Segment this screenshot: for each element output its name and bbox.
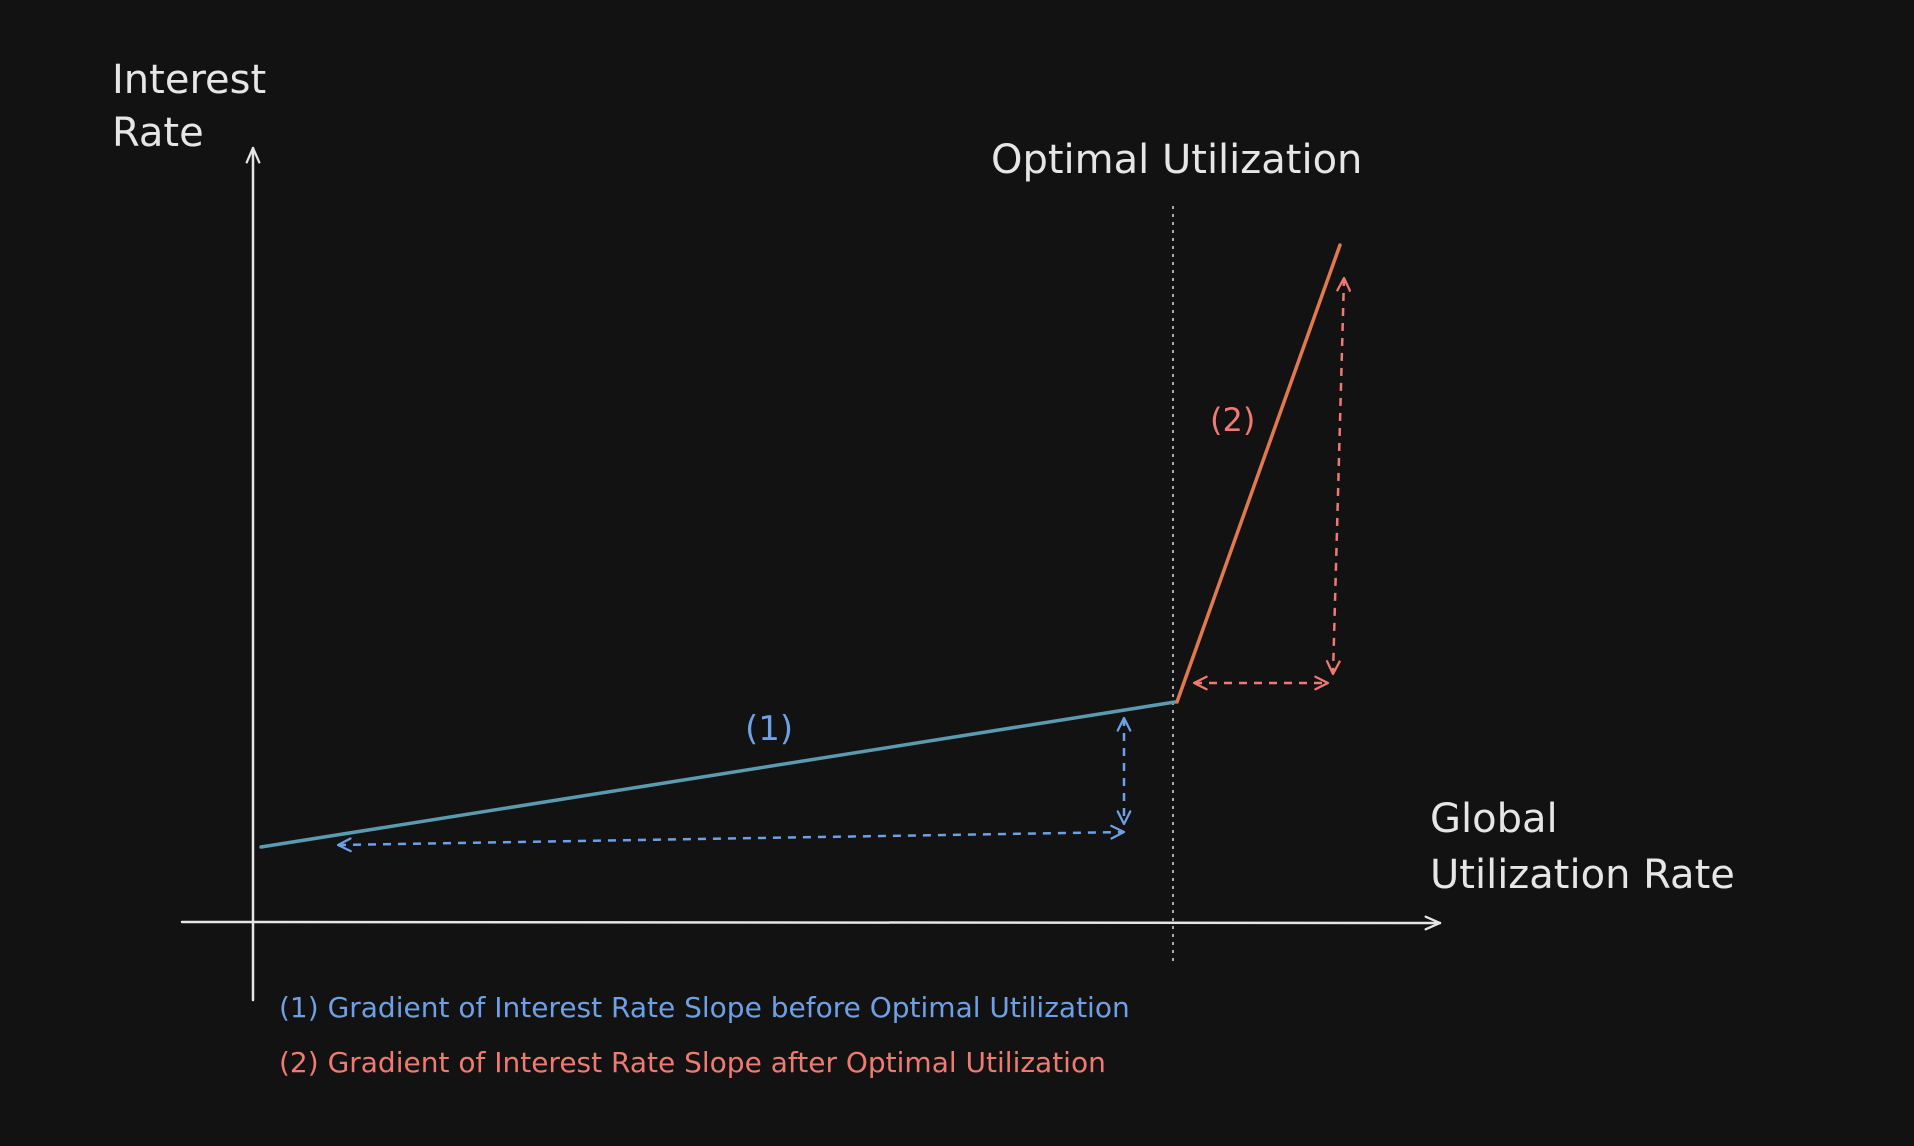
slope-before-optimal: [259, 700, 1177, 849]
y-axis-label-line2: Rate: [112, 110, 204, 156]
optimal-utilization-label: Optimal Utilization: [991, 137, 1362, 183]
x-axis-label-line1: Global: [1430, 796, 1558, 842]
rise-arrow-after: [1325, 276, 1352, 676]
x-axis-label-line2: Utilization Rate: [1430, 852, 1735, 898]
legend-item-2: (2) Gradient of Interest Rate Slope afte…: [279, 1046, 1106, 1079]
segment-1-tag: (1): [745, 709, 793, 749]
segment-2-tag: (2): [1210, 401, 1255, 439]
slope-after-optimal: [1175, 243, 1342, 704]
y-axis-label-line1: Interest: [112, 57, 266, 103]
x-axis: [180, 915, 1442, 931]
run-arrow-before: [336, 824, 1126, 853]
legend-item-1: (1) Gradient of Interest Rate Slope befo…: [279, 991, 1130, 1024]
